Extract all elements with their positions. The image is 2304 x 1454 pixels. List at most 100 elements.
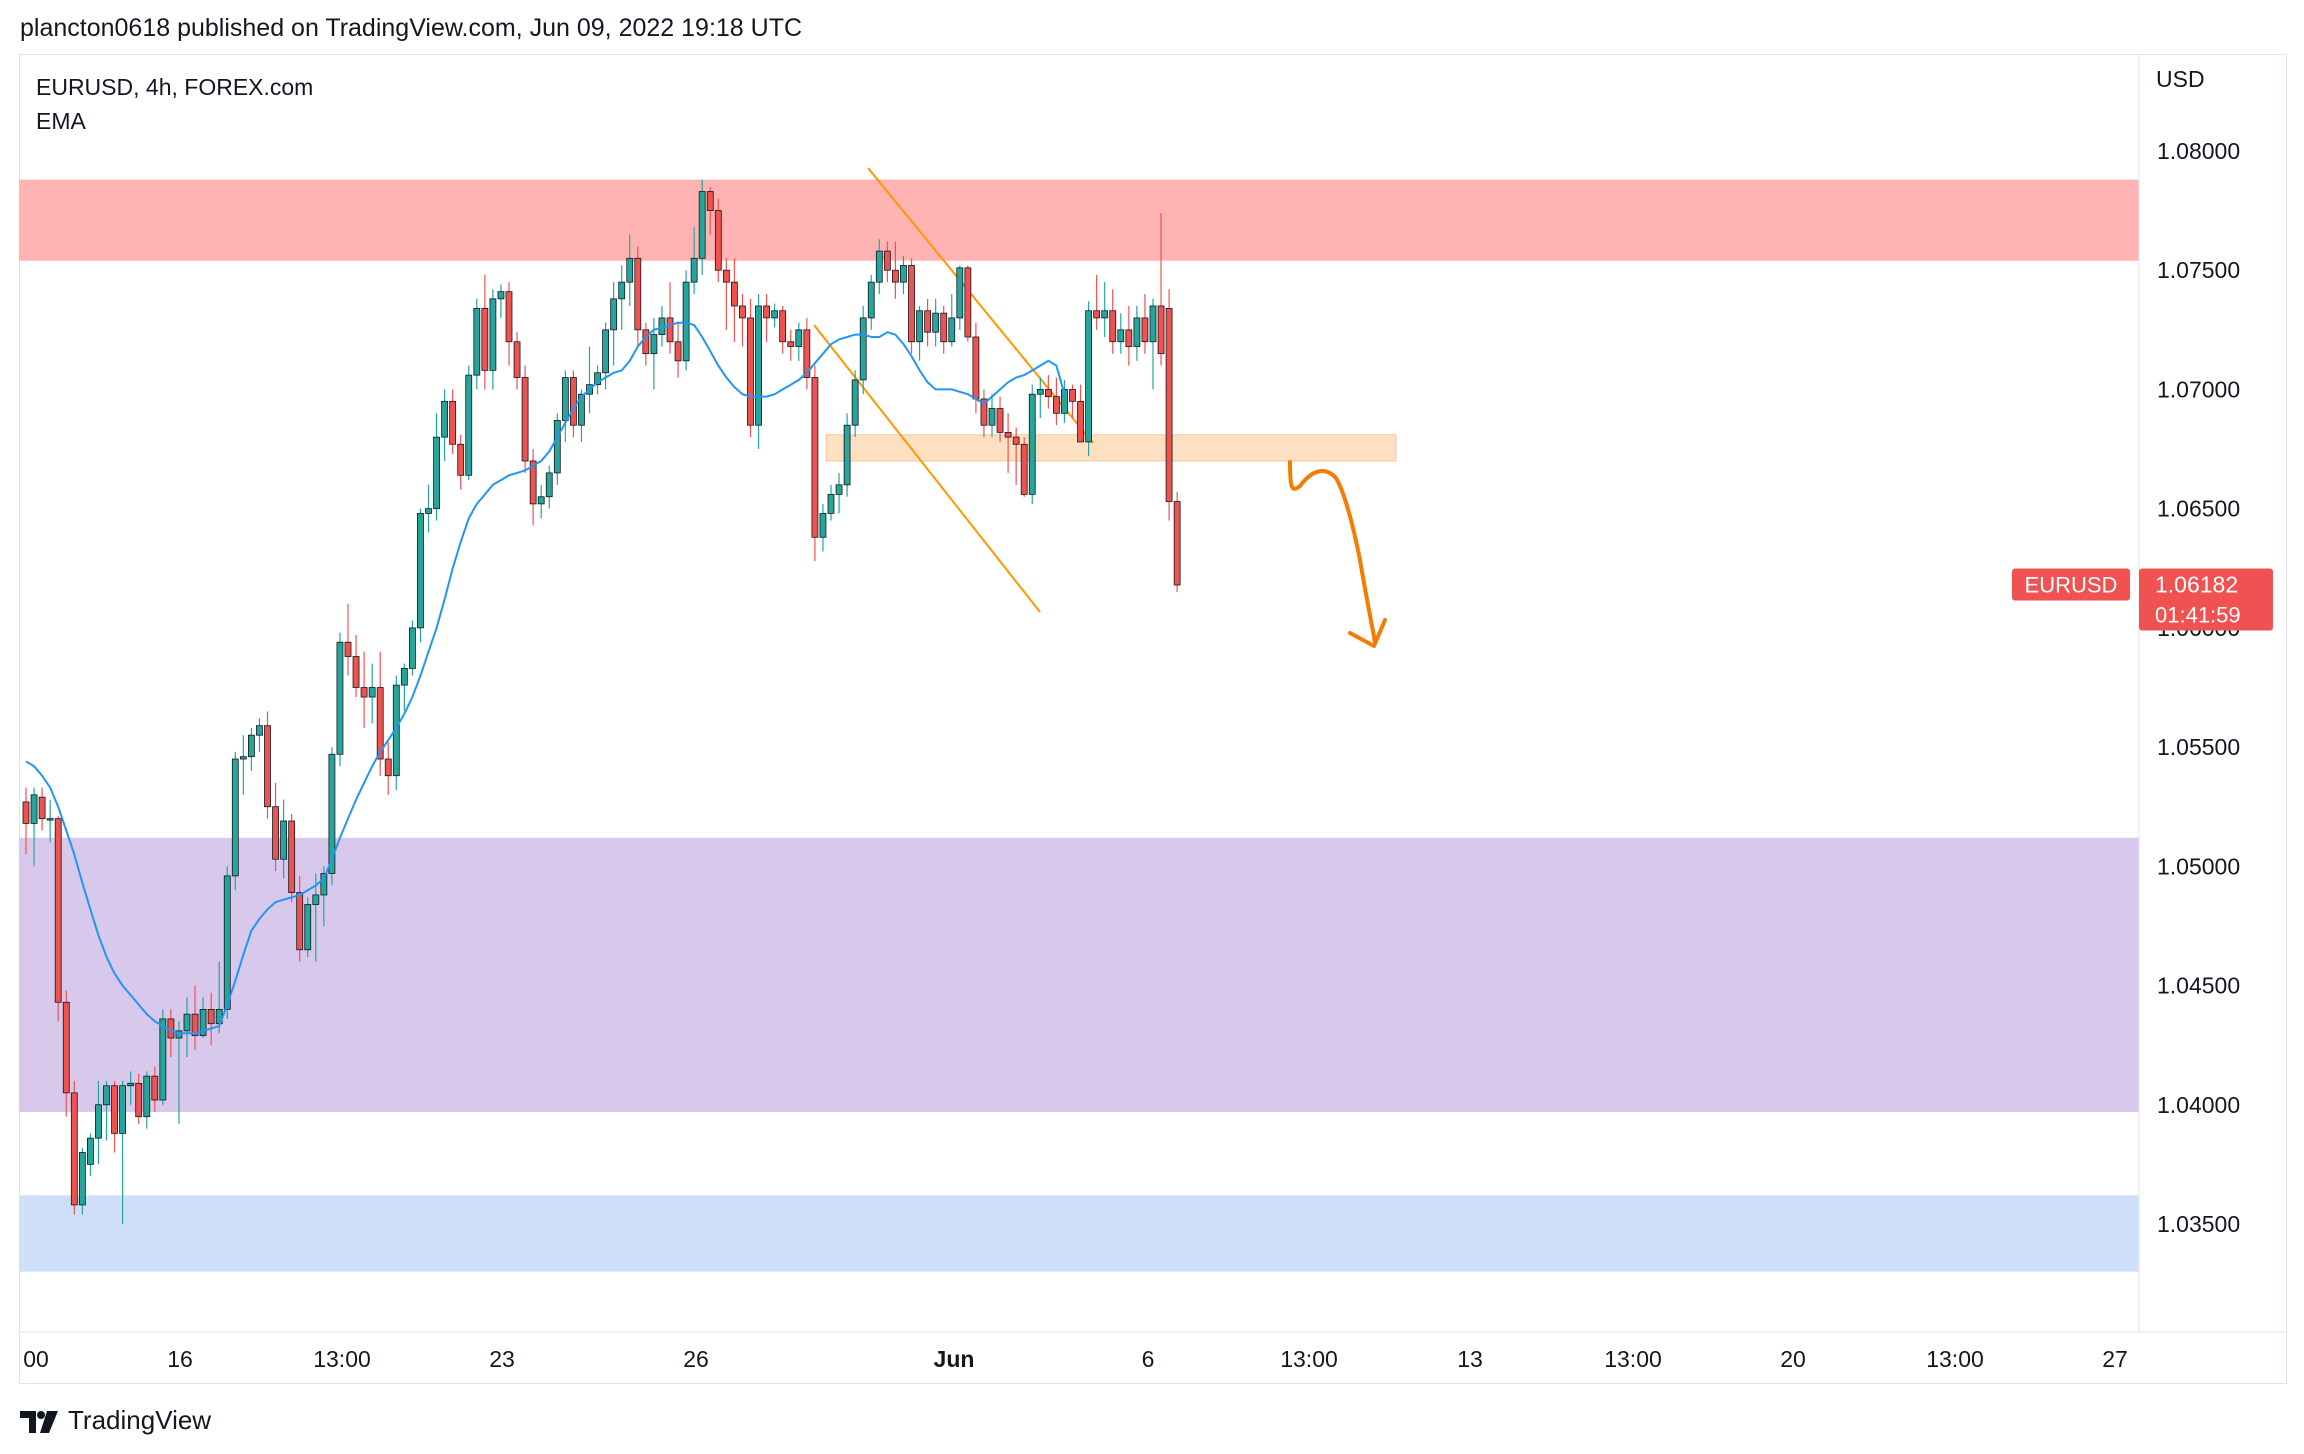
candle <box>312 873 320 962</box>
candle-body <box>948 317 956 343</box>
candle <box>304 897 312 957</box>
candle-body <box>835 484 843 495</box>
candle <box>376 651 384 776</box>
candle <box>561 370 569 442</box>
candle-body <box>642 329 650 355</box>
candle <box>62 990 70 1117</box>
zone-resistance <box>19 179 2139 261</box>
candle-body <box>207 1009 215 1025</box>
candle <box>1077 384 1084 443</box>
candle-body <box>819 513 827 538</box>
candle-body <box>1044 389 1052 397</box>
candle-body <box>875 250 883 283</box>
candle <box>851 370 859 438</box>
candle-body <box>183 1013 191 1032</box>
candle <box>570 370 577 438</box>
candle <box>111 1080 118 1153</box>
candle <box>441 389 449 461</box>
candle-body <box>272 806 279 860</box>
candle-body <box>344 641 352 657</box>
candle <box>392 675 400 791</box>
price-tick-label: 1.03500 <box>2157 1211 2240 1237</box>
candle <box>103 1080 110 1141</box>
candle <box>1101 282 1109 337</box>
candle <box>642 322 650 366</box>
brand-name: TradingView <box>68 1405 212 1435</box>
candle <box>626 234 634 306</box>
candle-body <box>650 334 658 355</box>
time-tick-label: 13:00 <box>1280 1346 1338 1372</box>
candle <box>247 728 255 771</box>
candle-body <box>103 1085 110 1106</box>
candle-body <box>143 1075 151 1118</box>
candle <box>916 305 923 361</box>
chart-frame[interactable] <box>19 54 2287 1384</box>
candle <box>811 365 819 562</box>
candle-body <box>843 424 851 486</box>
candle-body <box>22 801 30 824</box>
candle-body <box>811 377 819 538</box>
candle <box>755 294 762 450</box>
candle <box>489 289 497 390</box>
candle <box>465 365 473 481</box>
candle-body <box>1141 317 1149 343</box>
candle-body <box>722 269 730 283</box>
candle-body <box>755 305 762 426</box>
candle <box>223 866 231 1019</box>
candle-body <box>634 257 642 331</box>
candle <box>618 265 626 330</box>
candle-body <box>360 687 368 698</box>
candle-body <box>62 1001 70 1094</box>
candle-body <box>827 493 835 514</box>
candle-body <box>1053 396 1060 414</box>
candle <box>272 782 279 872</box>
candle-body <box>199 1009 207 1037</box>
candle-body <box>111 1085 118 1134</box>
chart-legend[interactable]: EURUSD, 4h, FOREX.com EMA <box>36 70 313 138</box>
candle <box>924 298 931 347</box>
candle <box>779 305 787 354</box>
candle-body <box>980 398 988 426</box>
candle <box>706 186 714 235</box>
candle <box>714 198 722 283</box>
price-tag-countdown: 01:41:59 <box>2155 602 2241 627</box>
price-tick-label: 1.08000 <box>2157 138 2240 164</box>
candle <box>328 747 336 886</box>
candle <box>46 799 54 843</box>
zone-demand <box>19 837 2139 1112</box>
candle <box>739 294 746 347</box>
candle <box>352 635 360 698</box>
time-tick-label: 6 <box>1142 1346 1155 1372</box>
candle-body <box>537 496 545 505</box>
candle-body <box>1125 329 1133 347</box>
candle <box>368 663 376 724</box>
candle <box>497 284 505 318</box>
candle <box>336 632 344 767</box>
time-tick-label: 20 <box>1780 1346 1806 1372</box>
candle-body <box>320 873 328 896</box>
time-tick-label: Jun <box>934 1346 975 1372</box>
time-tick-label: 27 <box>2102 1346 2128 1372</box>
price-tick-label: 1.04500 <box>2157 973 2240 999</box>
candle-body <box>763 305 770 319</box>
candle-body <box>368 687 376 698</box>
candle <box>747 298 754 438</box>
candle <box>344 604 352 676</box>
candle <box>264 711 271 819</box>
candle-body <box>78 1152 86 1206</box>
candle-body <box>336 641 344 755</box>
candle-body <box>1149 305 1157 343</box>
candle-body <box>916 310 923 343</box>
footer-brand[interactable]: TradingView <box>20 1405 211 1436</box>
candle <box>280 799 288 879</box>
candle-body <box>779 310 787 343</box>
candle-body <box>433 436 440 510</box>
candle <box>231 751 239 891</box>
candle <box>731 258 738 342</box>
candle <box>505 282 513 366</box>
candle <box>1165 289 1173 521</box>
candle <box>151 1066 159 1112</box>
candle <box>256 718 263 752</box>
candle <box>610 282 618 366</box>
